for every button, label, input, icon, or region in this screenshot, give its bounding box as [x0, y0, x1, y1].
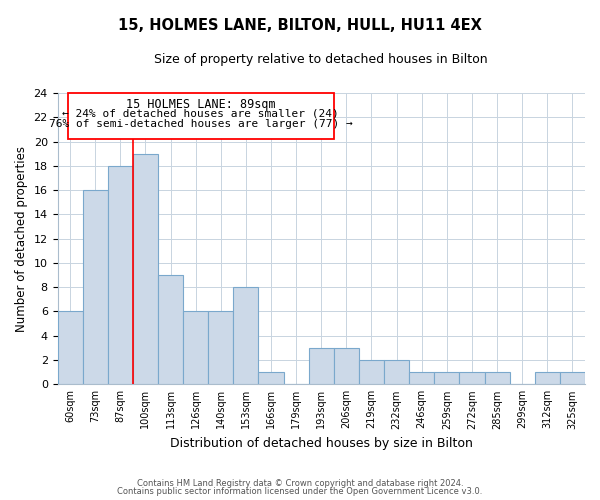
- Text: 76% of semi-detached houses are larger (77) →: 76% of semi-detached houses are larger (…: [49, 118, 353, 128]
- FancyBboxPatch shape: [68, 93, 334, 139]
- Bar: [108, 166, 133, 384]
- Text: Contains HM Land Registry data © Crown copyright and database right 2024.: Contains HM Land Registry data © Crown c…: [137, 478, 463, 488]
- Bar: [359, 360, 384, 384]
- Bar: [183, 312, 208, 384]
- Text: 15, HOLMES LANE, BILTON, HULL, HU11 4EX: 15, HOLMES LANE, BILTON, HULL, HU11 4EX: [118, 18, 482, 32]
- Bar: [83, 190, 108, 384]
- Bar: [133, 154, 158, 384]
- Text: ← 24% of detached houses are smaller (24): ← 24% of detached houses are smaller (24…: [62, 109, 339, 119]
- Bar: [309, 348, 334, 385]
- Bar: [259, 372, 284, 384]
- Y-axis label: Number of detached properties: Number of detached properties: [15, 146, 28, 332]
- Bar: [535, 372, 560, 384]
- Bar: [158, 275, 183, 384]
- Bar: [334, 348, 359, 385]
- Bar: [460, 372, 485, 384]
- Bar: [409, 372, 434, 384]
- Bar: [434, 372, 460, 384]
- Text: 15 HOLMES LANE: 89sqm: 15 HOLMES LANE: 89sqm: [126, 98, 275, 111]
- Bar: [58, 312, 83, 384]
- Bar: [485, 372, 509, 384]
- Text: Contains public sector information licensed under the Open Government Licence v3: Contains public sector information licen…: [118, 487, 482, 496]
- Bar: [560, 372, 585, 384]
- Bar: [233, 287, 259, 384]
- X-axis label: Distribution of detached houses by size in Bilton: Distribution of detached houses by size …: [170, 437, 473, 450]
- Bar: [384, 360, 409, 384]
- Title: Size of property relative to detached houses in Bilton: Size of property relative to detached ho…: [154, 52, 488, 66]
- Bar: [208, 312, 233, 384]
